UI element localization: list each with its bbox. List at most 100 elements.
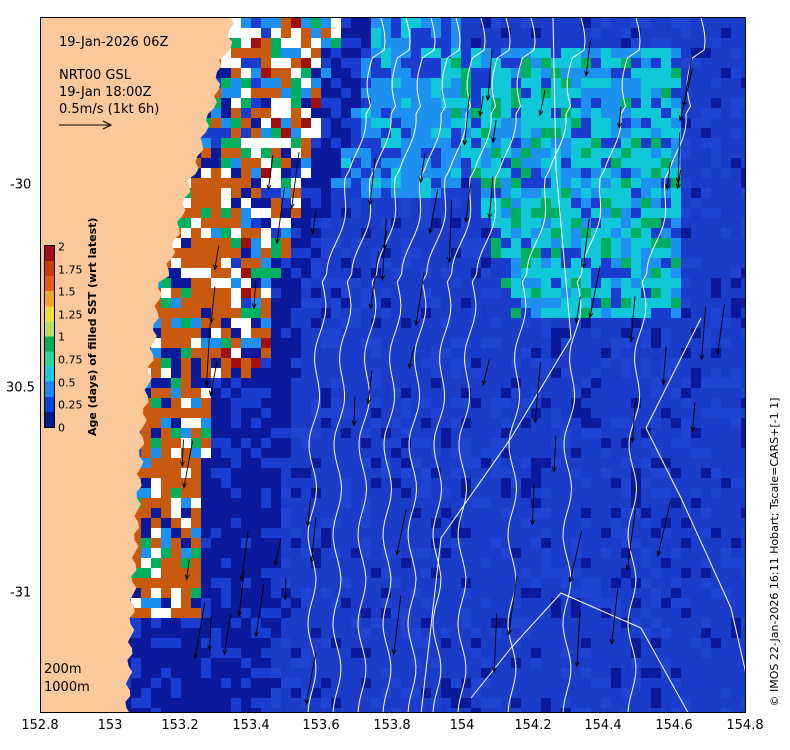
current-vector-arrow <box>305 498 312 528</box>
current-vector-arrow <box>380 218 387 282</box>
current-vector-arrow <box>630 398 637 444</box>
current-vector-arrow <box>584 40 591 77</box>
current-vector-arrow <box>222 613 231 656</box>
depth-contour <box>470 592 689 712</box>
depth-contour <box>407 18 486 712</box>
current-vector-arrow <box>237 569 245 617</box>
current-vector-arrow <box>184 559 190 581</box>
x-tick-label: 152.8 <box>21 718 59 733</box>
current-vector-arrow <box>368 158 376 206</box>
arrow-scale-label: 0.5m/s (1kt 6h) <box>59 102 160 117</box>
current-vector-arrow <box>533 361 541 424</box>
depth-contour <box>357 18 436 712</box>
depth-contour <box>457 18 536 712</box>
current-vector-arrow <box>462 95 470 147</box>
current-vector-arrow <box>463 184 471 224</box>
current-vector-arrow <box>568 531 583 584</box>
current-vector-arrow <box>487 176 494 220</box>
depth-contour <box>645 317 745 672</box>
current-vector-arrow <box>609 588 619 646</box>
product-time: 19-Jan 18:00Z <box>59 85 152 100</box>
x-tick-label: 154.2 <box>514 718 552 733</box>
x-tick-label: 154 <box>449 718 475 733</box>
current-vector-arrow <box>699 306 707 361</box>
current-vector-arrow <box>478 96 484 118</box>
current-vector-arrow <box>551 436 557 473</box>
current-vector-arrow <box>309 517 317 564</box>
current-vector-arrow <box>391 595 402 656</box>
colorbar-tick-label: 0.25 <box>58 398 83 412</box>
current-vector-arrow <box>310 211 317 235</box>
current-vector-arrow <box>414 272 425 327</box>
product-line: NRT00 GSL <box>59 68 131 83</box>
depth-contour <box>307 18 386 712</box>
current-vector-arrow <box>447 199 453 264</box>
current-vector-arrow <box>574 296 581 324</box>
x-tick-label: 153.2 <box>161 718 199 733</box>
current-vector-arrow <box>251 280 257 310</box>
current-vector-arrow <box>273 537 282 567</box>
current-vector-arrow <box>678 68 694 122</box>
x-tick-label: 153 <box>97 718 123 733</box>
current-vector-arrow <box>588 265 601 319</box>
current-vector-arrow <box>629 296 636 343</box>
current-vector-arrow <box>530 484 535 526</box>
current-vector-arrow <box>506 575 518 636</box>
depth-contour <box>507 18 586 712</box>
current-vector-arrow <box>368 250 380 310</box>
current-vector-arrow <box>213 245 220 271</box>
colorbar-tick-label: 1.5 <box>58 285 76 299</box>
current-vector-arrow <box>266 155 274 191</box>
current-vector-arrow <box>304 652 317 706</box>
current-vector-arrow <box>491 119 497 144</box>
current-vector-arrow <box>661 346 667 386</box>
y-tick-label: 30.5 <box>6 380 35 396</box>
map-timestamp: 19-Jan-2026 06Z <box>59 35 169 50</box>
colorbar-title: Age (days) of filled SST (wrt latest) <box>86 217 99 436</box>
current-vector-arrow <box>208 360 218 397</box>
x-tick-label: 154.6 <box>655 718 693 733</box>
depth-contour <box>432 18 511 712</box>
contour-label-1000m: 1000m <box>44 680 90 695</box>
current-vector-arrow <box>581 218 590 269</box>
current-vector-arrow <box>351 396 357 427</box>
current-vector-arrow <box>625 509 636 571</box>
credit-text: © IMOS 22-Jan-2026 16:11 Hobart; Tscale=… <box>768 397 781 707</box>
current-vector-arrow <box>675 132 681 184</box>
current-vector-arrow <box>492 613 498 674</box>
map-panel: 19-Jan-2026 06Z NRT00 GSL 19-Jan 18:00Z … <box>40 17 746 713</box>
current-vector-arrow <box>690 402 696 433</box>
current-vector-arrow <box>481 359 490 386</box>
current-vector-arrow <box>617 106 622 129</box>
current-vector-arrow <box>209 286 216 324</box>
land-mass <box>41 18 234 712</box>
x-tick-label: 154.8 <box>726 718 764 733</box>
current-vector-arrow <box>665 162 671 191</box>
depth-contour <box>562 18 641 712</box>
colorbar-tick-label: 1 <box>58 330 65 344</box>
colorbar <box>44 245 55 428</box>
current-vector-arrow <box>289 152 300 210</box>
current-vector-arrow <box>682 58 693 108</box>
current-vector-arrow <box>574 611 581 668</box>
depth-contour <box>420 18 572 712</box>
current-vector-arrow <box>715 304 725 355</box>
current-vector-arrow <box>428 189 439 235</box>
current-vector-arrow <box>207 615 213 652</box>
x-tick-label: 153.4 <box>232 718 270 733</box>
depth-contour <box>382 18 461 712</box>
x-tick-label: 154.4 <box>584 718 622 733</box>
x-tick-label: 153.8 <box>373 718 411 733</box>
sst-age-map <box>41 18 745 712</box>
current-vector-arrow <box>283 577 288 601</box>
current-vector-arrow <box>193 602 206 659</box>
current-vector-arrow <box>182 440 194 489</box>
x-tick-label: 153.6 <box>302 718 340 733</box>
y-tick-label: -30 <box>10 177 32 193</box>
current-vector-arrow <box>275 186 286 245</box>
colorbar-tick-label: 0.5 <box>58 376 76 390</box>
colorbar-tick-label: 0.75 <box>58 353 83 367</box>
depth-contour <box>627 18 706 712</box>
current-vector-arrow <box>366 369 373 405</box>
current-vector-arrow <box>418 153 426 184</box>
